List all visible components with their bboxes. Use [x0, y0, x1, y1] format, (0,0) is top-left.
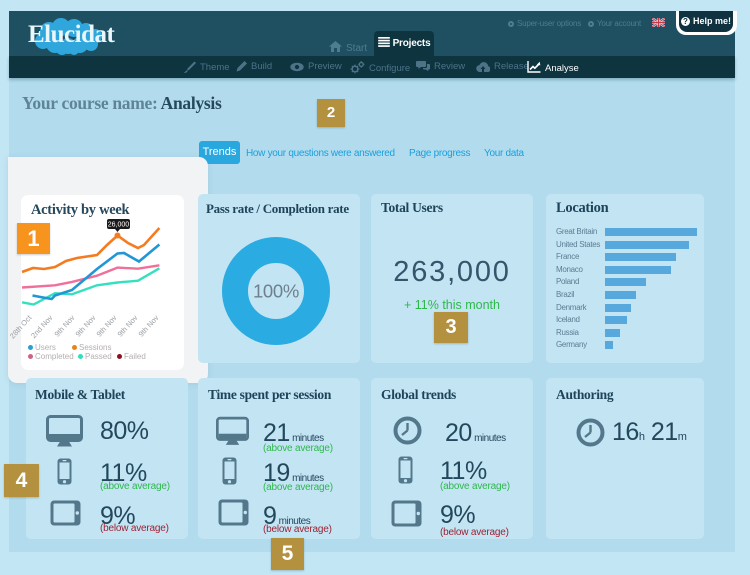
svg-text:100%: 100%: [253, 281, 299, 302]
svg-text:Elucidat: Elucidat: [28, 21, 115, 48]
svg-text:26,000: 26,000: [108, 222, 130, 229]
svg-text:2nd Nov: 2nd Nov: [29, 313, 55, 340]
svg-text:9th Nov: 9th Nov: [115, 313, 139, 338]
svg-text:9th Nov: 9th Nov: [94, 313, 118, 338]
svg-text:9th Nov: 9th Nov: [73, 313, 97, 338]
svg-text:9th Nov: 9th Nov: [52, 313, 76, 338]
svg-text:9th Nov: 9th Nov: [136, 313, 160, 338]
